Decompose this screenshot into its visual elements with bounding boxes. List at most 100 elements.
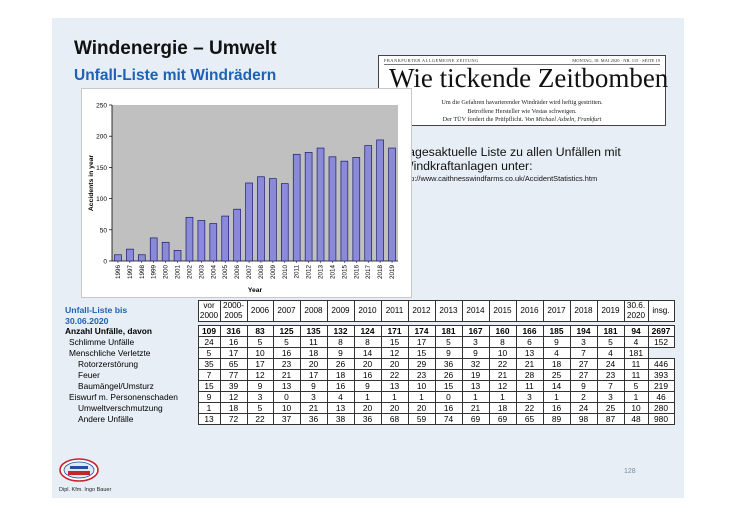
table-cell: 20 bbox=[407, 402, 436, 414]
bar bbox=[388, 147, 396, 262]
bar bbox=[316, 147, 325, 262]
table-cell: 10 bbox=[246, 347, 274, 359]
info-line: Tagesaktuelle Liste zu allen Unfällen mi… bbox=[402, 145, 621, 159]
newspaper-headline: Wie tickende Zeitbomben bbox=[389, 63, 669, 93]
x-tick-label: 2017 bbox=[365, 265, 372, 280]
table-cell: 160 bbox=[488, 325, 517, 337]
table-header-text: 2016 bbox=[520, 306, 539, 315]
table-cell: 7 bbox=[197, 369, 221, 381]
info-line: Windkraftanlagen unter: bbox=[402, 159, 533, 173]
y-tick-label: 50 bbox=[100, 227, 108, 234]
table-cell: 9 bbox=[461, 347, 490, 359]
table-row: Anzahl Unfälle, davon 109 316 83 125 135 132 12… bbox=[58, 325, 675, 337]
x-tick-label: 1997 bbox=[127, 265, 134, 280]
table-cell: 13 bbox=[326, 402, 355, 414]
table-cell: 16 bbox=[219, 336, 248, 348]
table-caption-line: 30.06.2020 bbox=[65, 316, 109, 326]
table-header-text: 2005 bbox=[224, 311, 243, 320]
table-header-text: 2011 bbox=[385, 306, 404, 315]
x-tick-label: 2015 bbox=[341, 265, 348, 280]
table-cell: 77 bbox=[219, 369, 248, 381]
newspaper-clipping: FRANKFURTER ALLGEMEINE ZEITUNG MONTAG, 1… bbox=[378, 55, 669, 126]
table-row-label: Schlimme Unfälle bbox=[69, 337, 135, 347]
bar bbox=[340, 160, 349, 262]
y-tick-label: 250 bbox=[96, 103, 107, 110]
table-cell: 171 bbox=[380, 325, 409, 337]
table-cell: 28 bbox=[515, 369, 544, 381]
x-tick-label: 2002 bbox=[186, 265, 193, 280]
x-tick-label: 2012 bbox=[306, 265, 313, 280]
table-cell: 35 bbox=[197, 358, 221, 370]
table-row-label: Feuer bbox=[78, 370, 100, 380]
table-header-cell: 2000- 2005 bbox=[219, 300, 248, 322]
table-cell: 3 bbox=[299, 391, 328, 403]
table-cell: 1 bbox=[542, 391, 571, 403]
table-header-text: 2010 bbox=[358, 306, 377, 315]
table-cell: 22 bbox=[380, 369, 409, 381]
table-cell: 3 bbox=[596, 391, 625, 403]
table-cell: 124 bbox=[353, 325, 382, 337]
bar bbox=[352, 157, 361, 262]
table-cell: 69 bbox=[488, 413, 517, 425]
x-tick-label: 2009 bbox=[270, 265, 277, 280]
bar bbox=[197, 220, 206, 262]
table-cell: 7 bbox=[569, 347, 598, 359]
newspaper-line: Betroffene Hersteller wie Vestas schweig… bbox=[467, 107, 577, 115]
table-cell: 24 bbox=[197, 336, 221, 348]
table-cell: 15 bbox=[380, 336, 409, 348]
info-text: Tagesaktuelle Liste zu allen Unfällen mi… bbox=[402, 145, 621, 173]
table-cell: 132 bbox=[326, 325, 355, 337]
table-header-cell: insg. bbox=[647, 300, 675, 322]
bar bbox=[233, 208, 241, 262]
table-header-text: vor bbox=[203, 301, 215, 310]
table-cell: 18 bbox=[219, 402, 248, 414]
table-cell: 38 bbox=[326, 413, 355, 425]
table-cell: 59 bbox=[407, 413, 436, 425]
table-cell: 17 bbox=[246, 358, 274, 370]
table-cell: 125 bbox=[272, 325, 301, 337]
table-row-label: Rotorzerstörung bbox=[78, 359, 139, 369]
newspaper-line: Der TÜV fordert die Prüfpflicht. Von Mic… bbox=[442, 116, 602, 124]
table-cell: 94 bbox=[623, 325, 649, 337]
table-cell: 21 bbox=[461, 402, 490, 414]
table-cell: 13 bbox=[197, 413, 221, 425]
table-header-cell: 2012 bbox=[407, 300, 436, 322]
table-header-cell: 2006 bbox=[246, 300, 274, 322]
table-cell: 27 bbox=[569, 358, 598, 370]
bar bbox=[149, 237, 158, 262]
table-cell: 11 bbox=[623, 358, 649, 370]
y-tick-label: 100 bbox=[96, 196, 107, 203]
table-cell: 18 bbox=[299, 347, 328, 359]
table-cell: 27 bbox=[569, 369, 598, 381]
info-url[interactable]: http://www.caithnesswindfarms.co.uk/Acci… bbox=[402, 174, 598, 183]
table-row: Schlimme Unfälle 24 16 5 5 11 8 8 15 17 5 3 8 6 9 3 5 4 15… bbox=[58, 336, 675, 348]
table-row-label: Baumängel/Umsturz bbox=[78, 381, 154, 391]
newspaper-masthead: FRANKFURTER ALLGEMEINE ZEITUNG MONTAG, 1… bbox=[384, 58, 660, 65]
table-cell: 3 bbox=[246, 391, 274, 403]
table-cell: 2 bbox=[569, 391, 598, 403]
table-cell: 980 bbox=[647, 413, 675, 425]
table-cell: 26 bbox=[434, 369, 463, 381]
x-axis-title: Year bbox=[248, 287, 263, 294]
table-cell: 24 bbox=[596, 358, 625, 370]
organization-logo bbox=[59, 458, 99, 482]
newspaper-date: MONTAG, 18. MAI 2020 · NR. 115 · SEITE 1… bbox=[572, 58, 660, 63]
slide-title: Windenergie – Umwelt bbox=[74, 38, 277, 59]
table-cell: 13 bbox=[515, 347, 544, 359]
table-cell: 23 bbox=[596, 369, 625, 381]
bar bbox=[280, 183, 289, 262]
plot-area bbox=[112, 105, 398, 261]
x-tick-label: 1999 bbox=[151, 265, 158, 280]
bar bbox=[376, 139, 384, 262]
accidents-chart: 0 50 100 150 200 250 1996 1997 1998 1999 2000 2001 2… bbox=[81, 88, 412, 298]
table-header-cell: 2017 bbox=[542, 300, 571, 322]
table-cell: 12 bbox=[219, 391, 248, 403]
newspaper-name: FRANKFURTER ALLGEMEINE ZEITUNG bbox=[384, 58, 479, 63]
x-tick-label: 2006 bbox=[234, 265, 241, 280]
table-cell: 16 bbox=[272, 347, 301, 359]
table-cell: 3 bbox=[569, 336, 598, 348]
table-cell: 1 bbox=[197, 402, 221, 414]
x-tick-label: 2011 bbox=[294, 265, 301, 279]
table-row: Eiswurf m. Personenschaden 9 12 3 0 3 4 1 1 1 0 1 1 3… bbox=[58, 391, 675, 403]
bar bbox=[292, 153, 301, 262]
